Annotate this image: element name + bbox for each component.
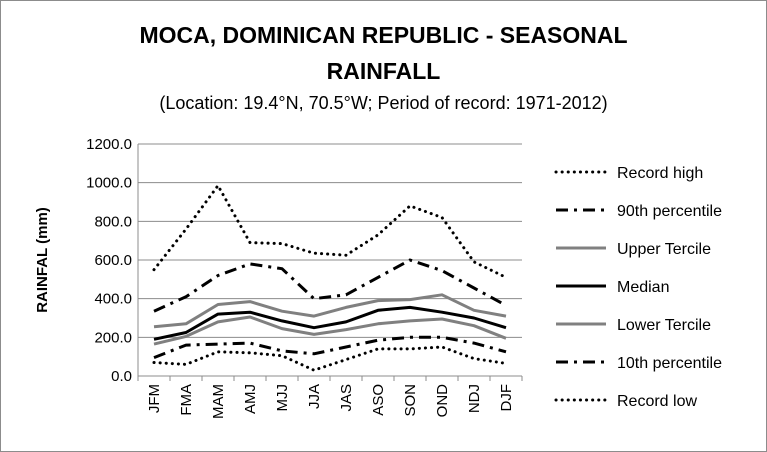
x-category-label: ASO — [370, 384, 387, 416]
legend-label-record-low: Record low — [617, 393, 697, 410]
y-tick-label: 0.0 — [111, 368, 132, 385]
series-line-90th-percentile — [153, 258, 507, 313]
y-axis-label: RAINFAL (mm) — [34, 207, 51, 313]
y-tick-label: 600.0 — [94, 252, 132, 269]
series-line-10th-percentile — [153, 335, 507, 359]
legend-label-record-high: Record high — [617, 165, 703, 182]
legend-label-upper-tercile: Upper Tercile — [617, 241, 711, 258]
legend-label-90th-percentile: 90th percentile — [617, 203, 722, 220]
x-category-label: JFM — [146, 384, 163, 413]
x-category-label: SON — [402, 384, 419, 417]
y-tick-label: 200.0 — [94, 329, 132, 346]
y-tick-label: 400.0 — [94, 291, 132, 308]
chart-title-line-2: RAINFALL — [326, 58, 441, 84]
series-line-lower-tercile — [153, 315, 507, 346]
x-category-label: OND — [434, 384, 451, 418]
chart-subtitle: (Location: 19.4°N, 70.5°W; Period of rec… — [159, 93, 608, 113]
y-tick-label: 800.0 — [94, 213, 132, 230]
x-category-label: JAS — [338, 384, 355, 412]
legend-label-median: Median — [617, 279, 669, 296]
x-category-label: MJJ — [274, 384, 291, 412]
series-line-upper-tercile — [153, 293, 507, 329]
series-line-record-high — [152, 184, 508, 279]
x-category-label: JJA — [306, 384, 323, 409]
series-line-record-low — [152, 345, 508, 372]
x-category-label: DJF — [498, 384, 515, 412]
x-category-label: AMJ — [242, 384, 259, 414]
y-tick-label: 1000.0 — [86, 175, 132, 192]
x-category-label: NDJ — [466, 384, 483, 413]
x-category-label: MAM — [210, 384, 227, 419]
x-category-label: FMA — [178, 384, 195, 416]
legend-label-lower-tercile: Lower Tercile — [617, 317, 711, 334]
chart-title-line-1: MOCA, DOMINICAN REPUBLIC - SEASONAL — [139, 22, 628, 48]
series-line-median — [153, 305, 507, 341]
y-tick-label: 1200.0 — [86, 136, 132, 153]
legend-label-10th-percentile: 10th percentile — [617, 355, 722, 372]
